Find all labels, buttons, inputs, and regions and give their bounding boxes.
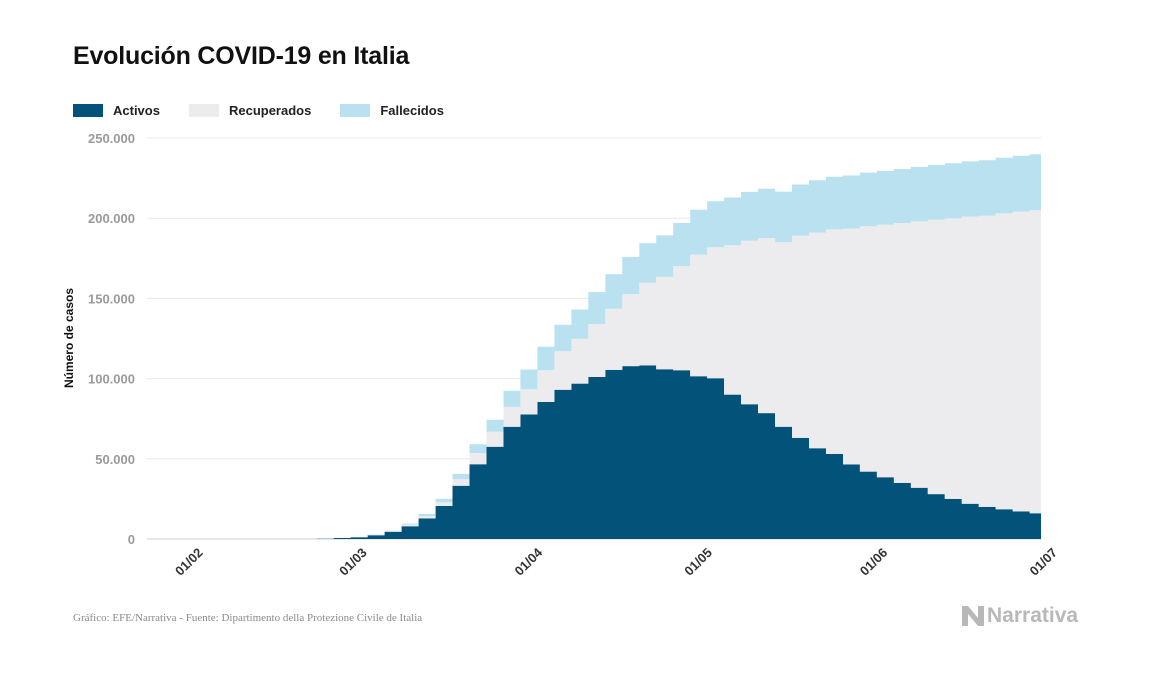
legend-item-fallecidos: Fallecidos — [340, 103, 444, 118]
y-tick-label: 250.000 — [88, 131, 135, 146]
legend: Activos Recuperados Fallecidos — [73, 103, 473, 118]
legend-label-fallecidos: Fallecidos — [380, 103, 444, 118]
brand-logo: Narrativa — [962, 604, 1078, 628]
chart-areas — [316, 153, 1041, 539]
area-activos — [316, 365, 1041, 539]
legend-swatch-recuperados — [188, 104, 219, 117]
chart-title: Evolución COVID-19 en Italia — [73, 42, 410, 70]
x-tick-label: 01/06 — [857, 545, 891, 579]
x-tick-label: 01/02 — [172, 545, 206, 579]
y-tick-label: 200.000 — [88, 211, 135, 226]
y-tick-label: 50.000 — [95, 452, 135, 467]
legend-label-activos: Activos — [113, 103, 160, 118]
legend-label-recuperados: Recuperados — [228, 103, 312, 118]
legend-item-recuperados: Recuperados — [188, 103, 312, 118]
source-note: Gráfico: EFE/Narrativa - Fuente: Diparti… — [73, 612, 423, 624]
legend-swatch-activos — [73, 104, 103, 117]
x-tick-label: 01/07 — [1026, 545, 1060, 579]
y-tick-label: 150.000 — [88, 291, 135, 306]
legend-item-activos: Activos — [73, 103, 160, 118]
x-tick-label: 01/03 — [336, 545, 370, 579]
area-recuperados — [316, 209, 1041, 539]
legend-swatch-fallecidos — [340, 104, 371, 117]
y-tick-label: 0 — [128, 532, 135, 547]
narrativa-logo-icon — [962, 606, 984, 626]
y-tick-label: 100.000 — [88, 372, 135, 387]
area-fallecidos — [316, 153, 1041, 539]
y-axis: 0 50.000 100.000 150.000 200.000 250.000 — [88, 131, 135, 547]
x-axis: 01/02 01/03 01/04 01/05 01/06 01/07 — [172, 544, 1060, 578]
x-tick-label: 01/04 — [512, 544, 546, 578]
y-axis-label: Número de casos — [62, 288, 76, 388]
brand-name: Narrativa — [987, 604, 1079, 627]
x-tick-label: 01/05 — [681, 545, 715, 579]
